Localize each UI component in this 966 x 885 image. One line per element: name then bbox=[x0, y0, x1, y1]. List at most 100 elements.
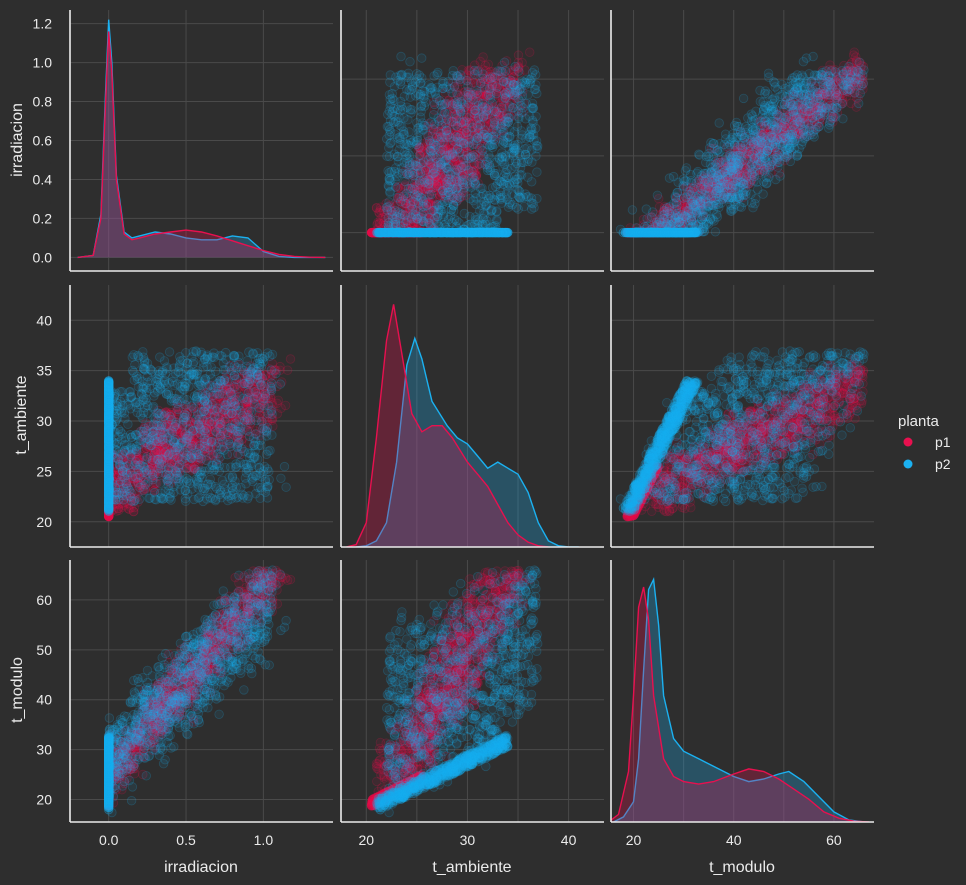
scatter-point bbox=[472, 67, 483, 77]
scatter-point bbox=[527, 177, 537, 187]
scatter-point bbox=[373, 227, 384, 238]
scatter-point bbox=[489, 103, 499, 113]
scatter-point bbox=[403, 227, 414, 238]
scatter-point bbox=[467, 123, 478, 134]
scatter-point bbox=[468, 77, 479, 88]
scatter-point bbox=[411, 227, 422, 238]
scatter-point bbox=[422, 164, 433, 174]
scatter-point bbox=[417, 159, 427, 169]
scatter-point bbox=[439, 144, 450, 155]
scatter-point bbox=[488, 111, 498, 122]
scatter-point bbox=[438, 83, 448, 94]
scatter-point bbox=[432, 162, 442, 172]
scatter-point bbox=[457, 109, 467, 119]
scatter-point bbox=[416, 158, 426, 169]
scatter-point bbox=[461, 116, 472, 127]
scatter-point bbox=[401, 227, 411, 238]
scatter-point bbox=[497, 96, 507, 107]
scatter-point bbox=[489, 102, 499, 112]
scatter-point bbox=[455, 160, 465, 170]
scatter-point bbox=[529, 65, 540, 75]
scatter-point bbox=[409, 227, 420, 238]
scatter-point bbox=[469, 166, 479, 176]
scatter-point bbox=[494, 104, 505, 115]
scatter-point bbox=[419, 155, 429, 165]
scatter-point bbox=[397, 209, 407, 220]
scatter-point bbox=[501, 88, 511, 99]
scatter-point bbox=[372, 227, 382, 238]
scatter-point bbox=[532, 167, 542, 177]
scatter-point bbox=[409, 227, 419, 238]
scatter-point bbox=[411, 227, 422, 238]
scatter-point bbox=[379, 227, 389, 238]
scatter-point bbox=[469, 149, 480, 160]
scatter-point bbox=[444, 163, 455, 173]
scatter-point bbox=[437, 100, 448, 110]
scatter-point bbox=[384, 181, 394, 192]
scatter-point bbox=[436, 166, 446, 176]
scatter-point bbox=[471, 165, 481, 176]
scatter-point bbox=[498, 97, 509, 108]
scatter-point bbox=[462, 112, 472, 122]
scatter-point bbox=[405, 227, 415, 238]
scatter-point bbox=[452, 188, 462, 199]
scatter-point bbox=[464, 149, 474, 159]
scatter-point bbox=[448, 116, 459, 127]
panel-content bbox=[77, 19, 326, 259]
scatter-point bbox=[424, 227, 434, 237]
scatter-point bbox=[369, 227, 379, 238]
scatter-point bbox=[445, 154, 456, 164]
scatter-point bbox=[378, 227, 389, 238]
scatter-point bbox=[426, 186, 436, 196]
scatter-point bbox=[405, 200, 416, 211]
scatter-point bbox=[441, 133, 451, 143]
scatter-point bbox=[381, 227, 391, 238]
scatter-point bbox=[383, 227, 393, 238]
scatter-point bbox=[403, 227, 413, 238]
scatter-point bbox=[475, 78, 486, 89]
scatter-point bbox=[368, 227, 378, 238]
scatter-point bbox=[372, 227, 382, 238]
scatter-point bbox=[416, 227, 427, 238]
scatter-point bbox=[438, 126, 449, 136]
scatter-point bbox=[443, 96, 454, 106]
scatter-point bbox=[381, 227, 391, 238]
scatter-point bbox=[396, 227, 406, 238]
scatter-point bbox=[486, 86, 496, 96]
scatter-point bbox=[377, 227, 387, 238]
scatter-point bbox=[495, 193, 505, 203]
scatter-point bbox=[516, 134, 526, 144]
scatter-point bbox=[433, 157, 443, 168]
scatter-point bbox=[467, 127, 478, 137]
scatter-point bbox=[369, 227, 380, 238]
scatter-point bbox=[373, 227, 384, 238]
scatter-point bbox=[417, 171, 427, 182]
scatter-point bbox=[440, 106, 451, 116]
y-tick-label: 0.4 bbox=[33, 171, 53, 187]
scatter-point bbox=[452, 122, 462, 132]
scatter-point bbox=[367, 227, 377, 238]
scatter-point bbox=[465, 66, 475, 76]
scatter-point bbox=[422, 136, 433, 147]
scatter-point bbox=[472, 122, 483, 133]
scatter-point bbox=[461, 103, 472, 113]
scatter-point bbox=[525, 47, 535, 57]
scatter-point bbox=[391, 227, 402, 238]
scatter-point bbox=[457, 73, 467, 84]
scatter-point bbox=[389, 202, 400, 212]
scatter-point bbox=[389, 227, 400, 238]
scatter-point bbox=[382, 205, 393, 215]
scatter-point bbox=[456, 137, 467, 148]
scatter-point bbox=[446, 100, 456, 110]
scatter-point bbox=[426, 221, 436, 231]
gridlines bbox=[341, 10, 604, 271]
scatter-point bbox=[372, 227, 383, 238]
scatter-point bbox=[407, 227, 418, 238]
scatter-point bbox=[494, 110, 505, 121]
scatter-point bbox=[402, 223, 412, 234]
scatter-point bbox=[402, 227, 412, 238]
scatter-point bbox=[440, 146, 450, 157]
scatter-point bbox=[510, 61, 520, 72]
scatter-point bbox=[400, 227, 410, 238]
